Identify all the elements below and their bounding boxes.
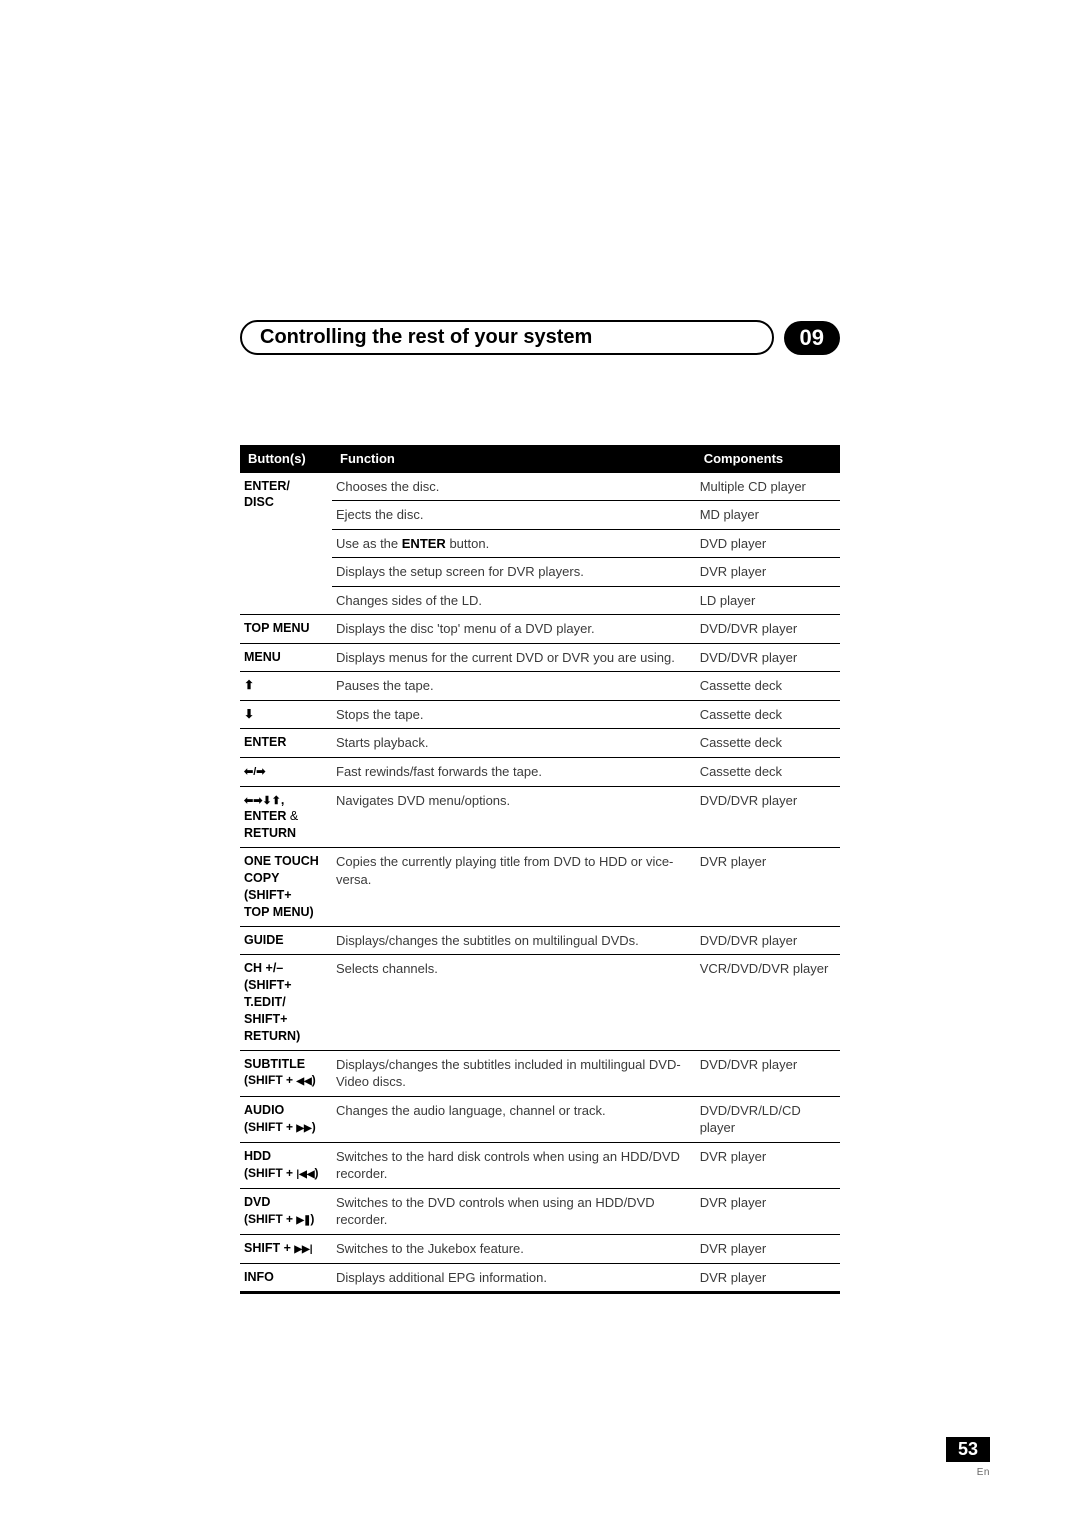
button-cell: INFO (240, 1263, 332, 1293)
chapter-title: Controlling the rest of your system (260, 326, 592, 349)
components-cell: DVD/DVR player (696, 786, 840, 848)
button-cell: ENTER/DISC (240, 473, 332, 615)
components-cell: Cassette deck (696, 700, 840, 729)
function-cell: Starts playback. (332, 729, 696, 758)
function-cell: Displays additional EPG information. (332, 1263, 696, 1293)
function-cell: Fast rewinds/fast forwards the tape. (332, 758, 696, 787)
reference-table: Button(s) Function Components ENTER/DISC… (240, 445, 840, 1294)
table-row: MENUDisplays menus for the current DVD o… (240, 643, 840, 672)
function-cell: Navigates DVD menu/options. (332, 786, 696, 848)
arrow-lr-icon (244, 764, 266, 778)
function-cell: Displays the setup screen for DVR player… (332, 558, 696, 587)
button-cell: ONE TOUCHCOPY (SHIFT+TOP MENU) (240, 848, 332, 927)
components-cell: DVD/DVR/LD/CD player (696, 1096, 840, 1142)
page-language: En (977, 1467, 990, 1478)
page-number: 53 (946, 1437, 990, 1462)
button-cell: SUBTITLE(SHIFT + ) (240, 1050, 332, 1096)
function-cell: Switches to the Jukebox feature. (332, 1234, 696, 1263)
function-cell: Changes the audio language, channel or t… (332, 1096, 696, 1142)
button-cell: DVD(SHIFT + ) (240, 1188, 332, 1234)
table-row: AUDIO(SHIFT + )Changes the audio languag… (240, 1096, 840, 1142)
chapter-number-badge: 09 (784, 321, 840, 355)
components-cell: MD player (696, 501, 840, 530)
function-cell: Pauses the tape. (332, 672, 696, 701)
button-cell: GUIDE (240, 926, 332, 955)
components-cell: DVR player (696, 558, 840, 587)
components-cell: DVD player (696, 529, 840, 558)
arrow-up-icon (244, 678, 254, 692)
table-row: INFODisplays additional EPG information.… (240, 1263, 840, 1293)
components-cell: DVR player (696, 1263, 840, 1293)
components-cell: DVR player (696, 1142, 840, 1188)
components-cell: DVR player (696, 1234, 840, 1263)
table-header-row: Button(s) Function Components (240, 445, 840, 473)
components-cell: VCR/DVD/DVR player (696, 955, 840, 1050)
components-cell: DVR player (696, 1188, 840, 1234)
button-cell: HDD(SHIFT + ) (240, 1142, 332, 1188)
button-cell (240, 700, 332, 729)
table-row: HDD(SHIFT + )Switches to the hard disk c… (240, 1142, 840, 1188)
table-row: ENTER/DISCChooses the disc.Multiple CD p… (240, 473, 840, 501)
button-cell: CH +/–(SHIFT+T.EDIT/SHIFT+RETURN) (240, 955, 332, 1050)
components-cell: Cassette deck (696, 758, 840, 787)
table-row: GUIDEDisplays/changes the subtitles on m… (240, 926, 840, 955)
function-cell: Changes sides of the LD. (332, 586, 696, 615)
table-row: SUBTITLE(SHIFT + )Displays/changes the s… (240, 1050, 840, 1096)
function-cell: Displays/changes the subtitles on multil… (332, 926, 696, 955)
chapter-header: Controlling the rest of your system 09 (240, 320, 840, 355)
table-row: Fast rewinds/fast forwards the tape.Cass… (240, 758, 840, 787)
function-cell: Chooses the disc. (332, 473, 696, 501)
button-cell (240, 758, 332, 787)
components-cell: DVR player (696, 848, 840, 927)
arrow-down-icon (244, 707, 254, 721)
button-cell: ,ENTER &RETURN (240, 786, 332, 848)
chapter-title-pill: Controlling the rest of your system (240, 320, 774, 355)
page-footer: 53 En (946, 1437, 990, 1480)
components-cell: Cassette deck (696, 672, 840, 701)
col-buttons: Button(s) (240, 445, 332, 473)
components-cell: DVD/DVR player (696, 1050, 840, 1096)
function-cell: Displays/changes the subtitles included … (332, 1050, 696, 1096)
function-cell: Stops the tape. (332, 700, 696, 729)
table-row: ONE TOUCHCOPY (SHIFT+TOP MENU)Copies the… (240, 848, 840, 927)
button-cell: TOP MENU (240, 615, 332, 644)
function-cell: Displays the disc 'top' menu of a DVD pl… (332, 615, 696, 644)
table-row: Pauses the tape.Cassette deck (240, 672, 840, 701)
table-row: DVD(SHIFT + )Switches to the DVD control… (240, 1188, 840, 1234)
table-row: ,ENTER &RETURNNavigates DVD menu/options… (240, 786, 840, 848)
function-cell: Selects channels. (332, 955, 696, 1050)
function-cell: Switches to the DVD controls when using … (332, 1188, 696, 1234)
function-cell: Displays menus for the current DVD or DV… (332, 643, 696, 672)
components-cell: LD player (696, 586, 840, 615)
button-cell: AUDIO(SHIFT + ) (240, 1096, 332, 1142)
table-row: TOP MENUDisplays the disc 'top' menu of … (240, 615, 840, 644)
button-cell: ENTER (240, 729, 332, 758)
table-row: ENTERStarts playback.Cassette deck (240, 729, 840, 758)
col-function: Function (332, 445, 696, 473)
components-cell: Multiple CD player (696, 473, 840, 501)
col-components: Components (696, 445, 840, 473)
button-cell: SHIFT + (240, 1234, 332, 1263)
button-cell (240, 672, 332, 701)
components-cell: DVD/DVR player (696, 926, 840, 955)
function-cell: Use as the ENTER button. (332, 529, 696, 558)
table-row: SHIFT + Switches to the Jukebox feature.… (240, 1234, 840, 1263)
components-cell: DVD/DVR player (696, 643, 840, 672)
components-cell: Cassette deck (696, 729, 840, 758)
function-cell: Switches to the hard disk controls when … (332, 1142, 696, 1188)
function-cell: Copies the currently playing title from … (332, 848, 696, 927)
button-cell: MENU (240, 643, 332, 672)
function-cell: Ejects the disc. (332, 501, 696, 530)
table-row: Stops the tape.Cassette deck (240, 700, 840, 729)
components-cell: DVD/DVR player (696, 615, 840, 644)
table-row: CH +/–(SHIFT+T.EDIT/SHIFT+RETURN)Selects… (240, 955, 840, 1050)
